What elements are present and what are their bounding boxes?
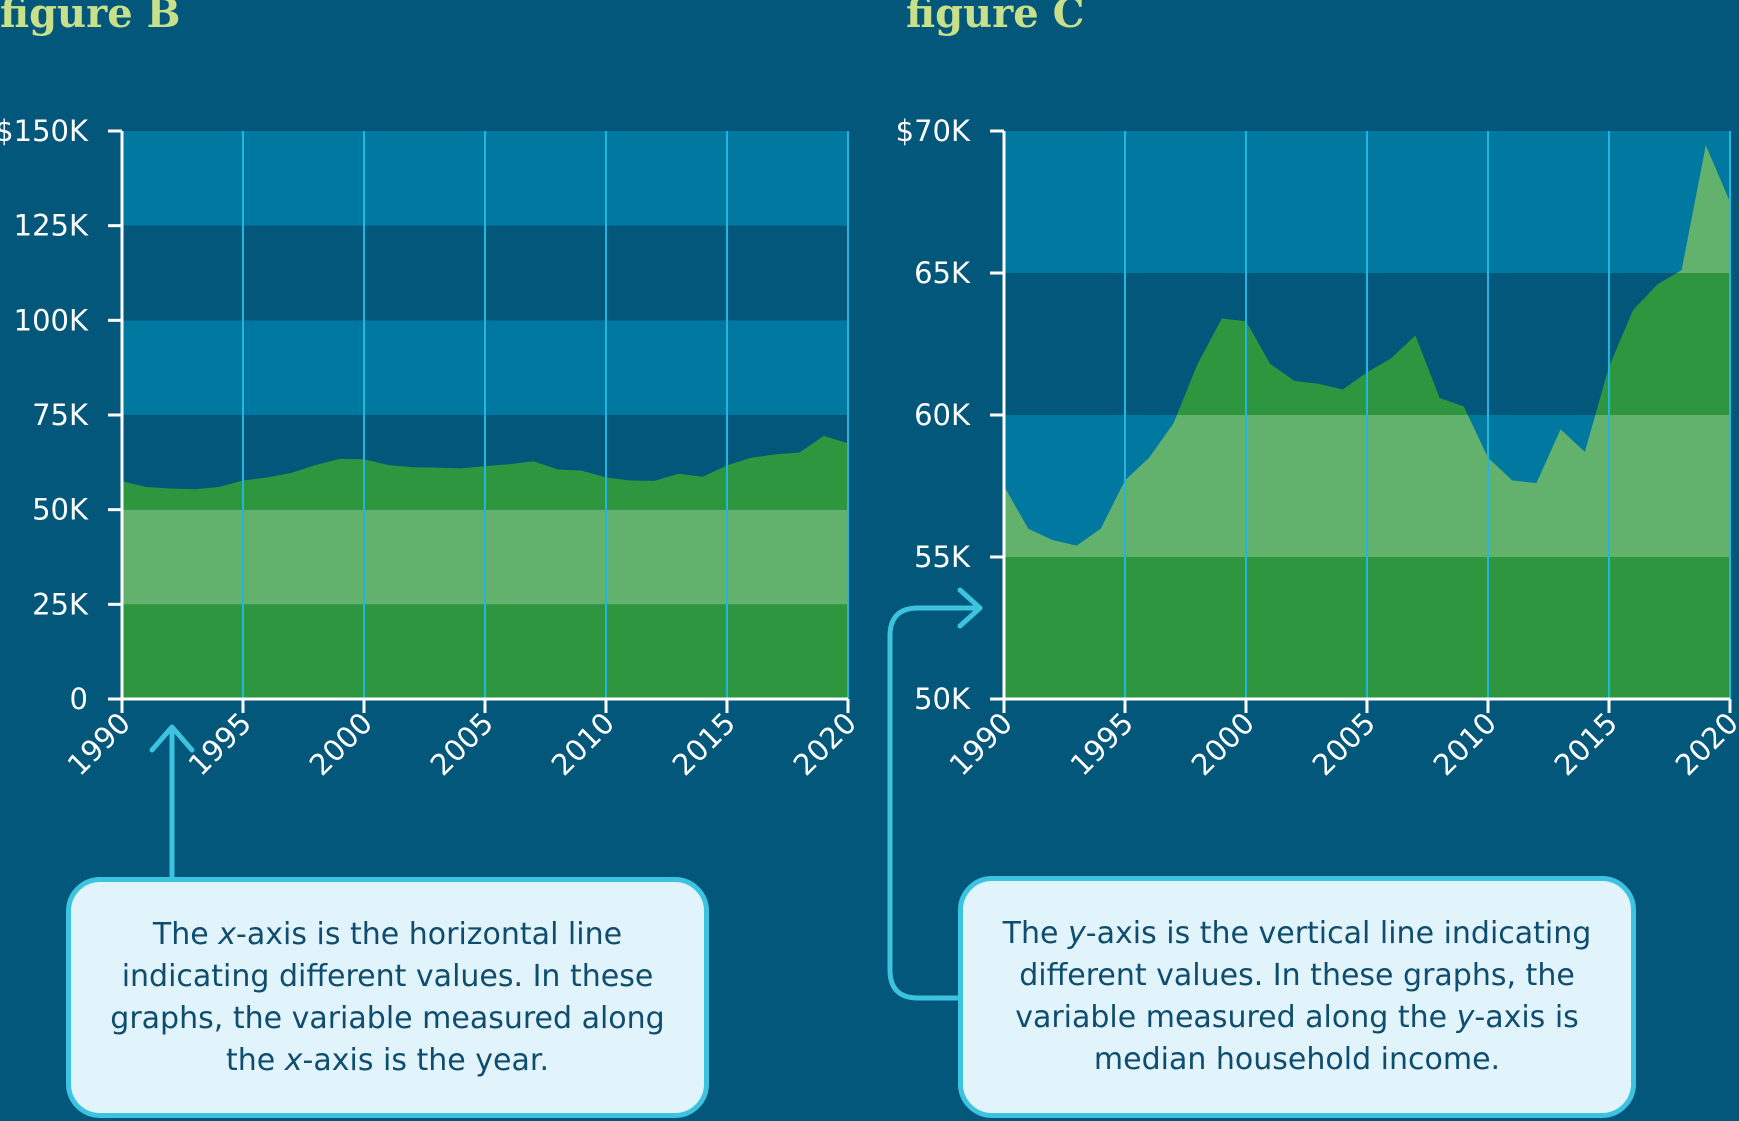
figure-c-chart: 50K 55K 60K 65K $70K 1990 1995 2000 2005 2010 2015…: [896, 114, 1739, 782]
y-tick-label: 55K: [914, 540, 971, 574]
callout-y-mid: -axis is the vertical line indicating di…: [1015, 916, 1592, 1035]
x-tick-label: 2015: [1548, 706, 1624, 782]
callout-y-pre: The: [1002, 916, 1068, 951]
y-tick-label: 125K: [14, 209, 89, 243]
callout-x-letter-2: x: [284, 1042, 303, 1078]
figure-b-chart: 0 25K 50K 75K 100K 125K $150K 1990 1995 2000 2005 2…: [0, 114, 863, 782]
x-tick-label: 1995: [1064, 706, 1140, 782]
x-tick-label: 2000: [303, 706, 379, 782]
figure-b-title: figure B: [0, 0, 181, 37]
x-tick-label: 2010: [545, 706, 621, 782]
x-tick-label: 2015: [666, 706, 742, 782]
x-tick-label: 1995: [182, 706, 258, 782]
x-tick-label: 2020: [787, 706, 863, 782]
callout-y-post: -axis is median household income.: [1093, 1000, 1579, 1077]
x-axis-callout-text: The x-axis is the horizontal line indica…: [101, 914, 674, 1082]
y-tick-label: 75K: [32, 398, 89, 432]
y-axis-callout-arrow: [887, 587, 983, 1001]
y-axis-callout-text: The y-axis is the vertical line indicati…: [993, 913, 1601, 1081]
callout-y-letter: y: [1068, 916, 1086, 951]
callout-x-pre: The: [152, 916, 219, 952]
callout-y-letter-2: y: [1456, 1000, 1475, 1035]
x-axis-callout-arrow: [149, 724, 195, 883]
callout-x-letter: x: [218, 916, 237, 952]
y-axis-callout: The y-axis is the vertical line indicati…: [958, 876, 1636, 1118]
x-tick-label: 1990: [943, 706, 1019, 782]
y-tick-label: $70K: [896, 114, 971, 148]
callout-x-mid: -axis is the horizontal line indicating …: [110, 916, 665, 1078]
x-tick-label: 2005: [424, 706, 500, 782]
y-tick-label: $150K: [0, 114, 89, 148]
x-tick-label: 2000: [1185, 706, 1261, 782]
x-tick-label: 2010: [1427, 706, 1503, 782]
y-tick-label: 100K: [14, 303, 89, 337]
x-tick-label: 2020: [1669, 706, 1739, 782]
x-tick-label: 2005: [1306, 706, 1382, 782]
y-tick-label: 0: [70, 682, 88, 716]
y-tick-label: 25K: [32, 587, 89, 621]
y-tick-label: 50K: [914, 682, 971, 716]
x-tick-label: 1990: [61, 706, 137, 782]
figure-c-title: figure C: [906, 0, 1085, 37]
callout-x-post: -axis is the year.: [302, 1042, 549, 1078]
y-tick-label: 50K: [32, 493, 89, 527]
y-tick-label: 65K: [914, 256, 971, 290]
y-tick-label: 60K: [914, 398, 971, 432]
x-axis-callout: The x-axis is the horizontal line indica…: [66, 877, 709, 1118]
